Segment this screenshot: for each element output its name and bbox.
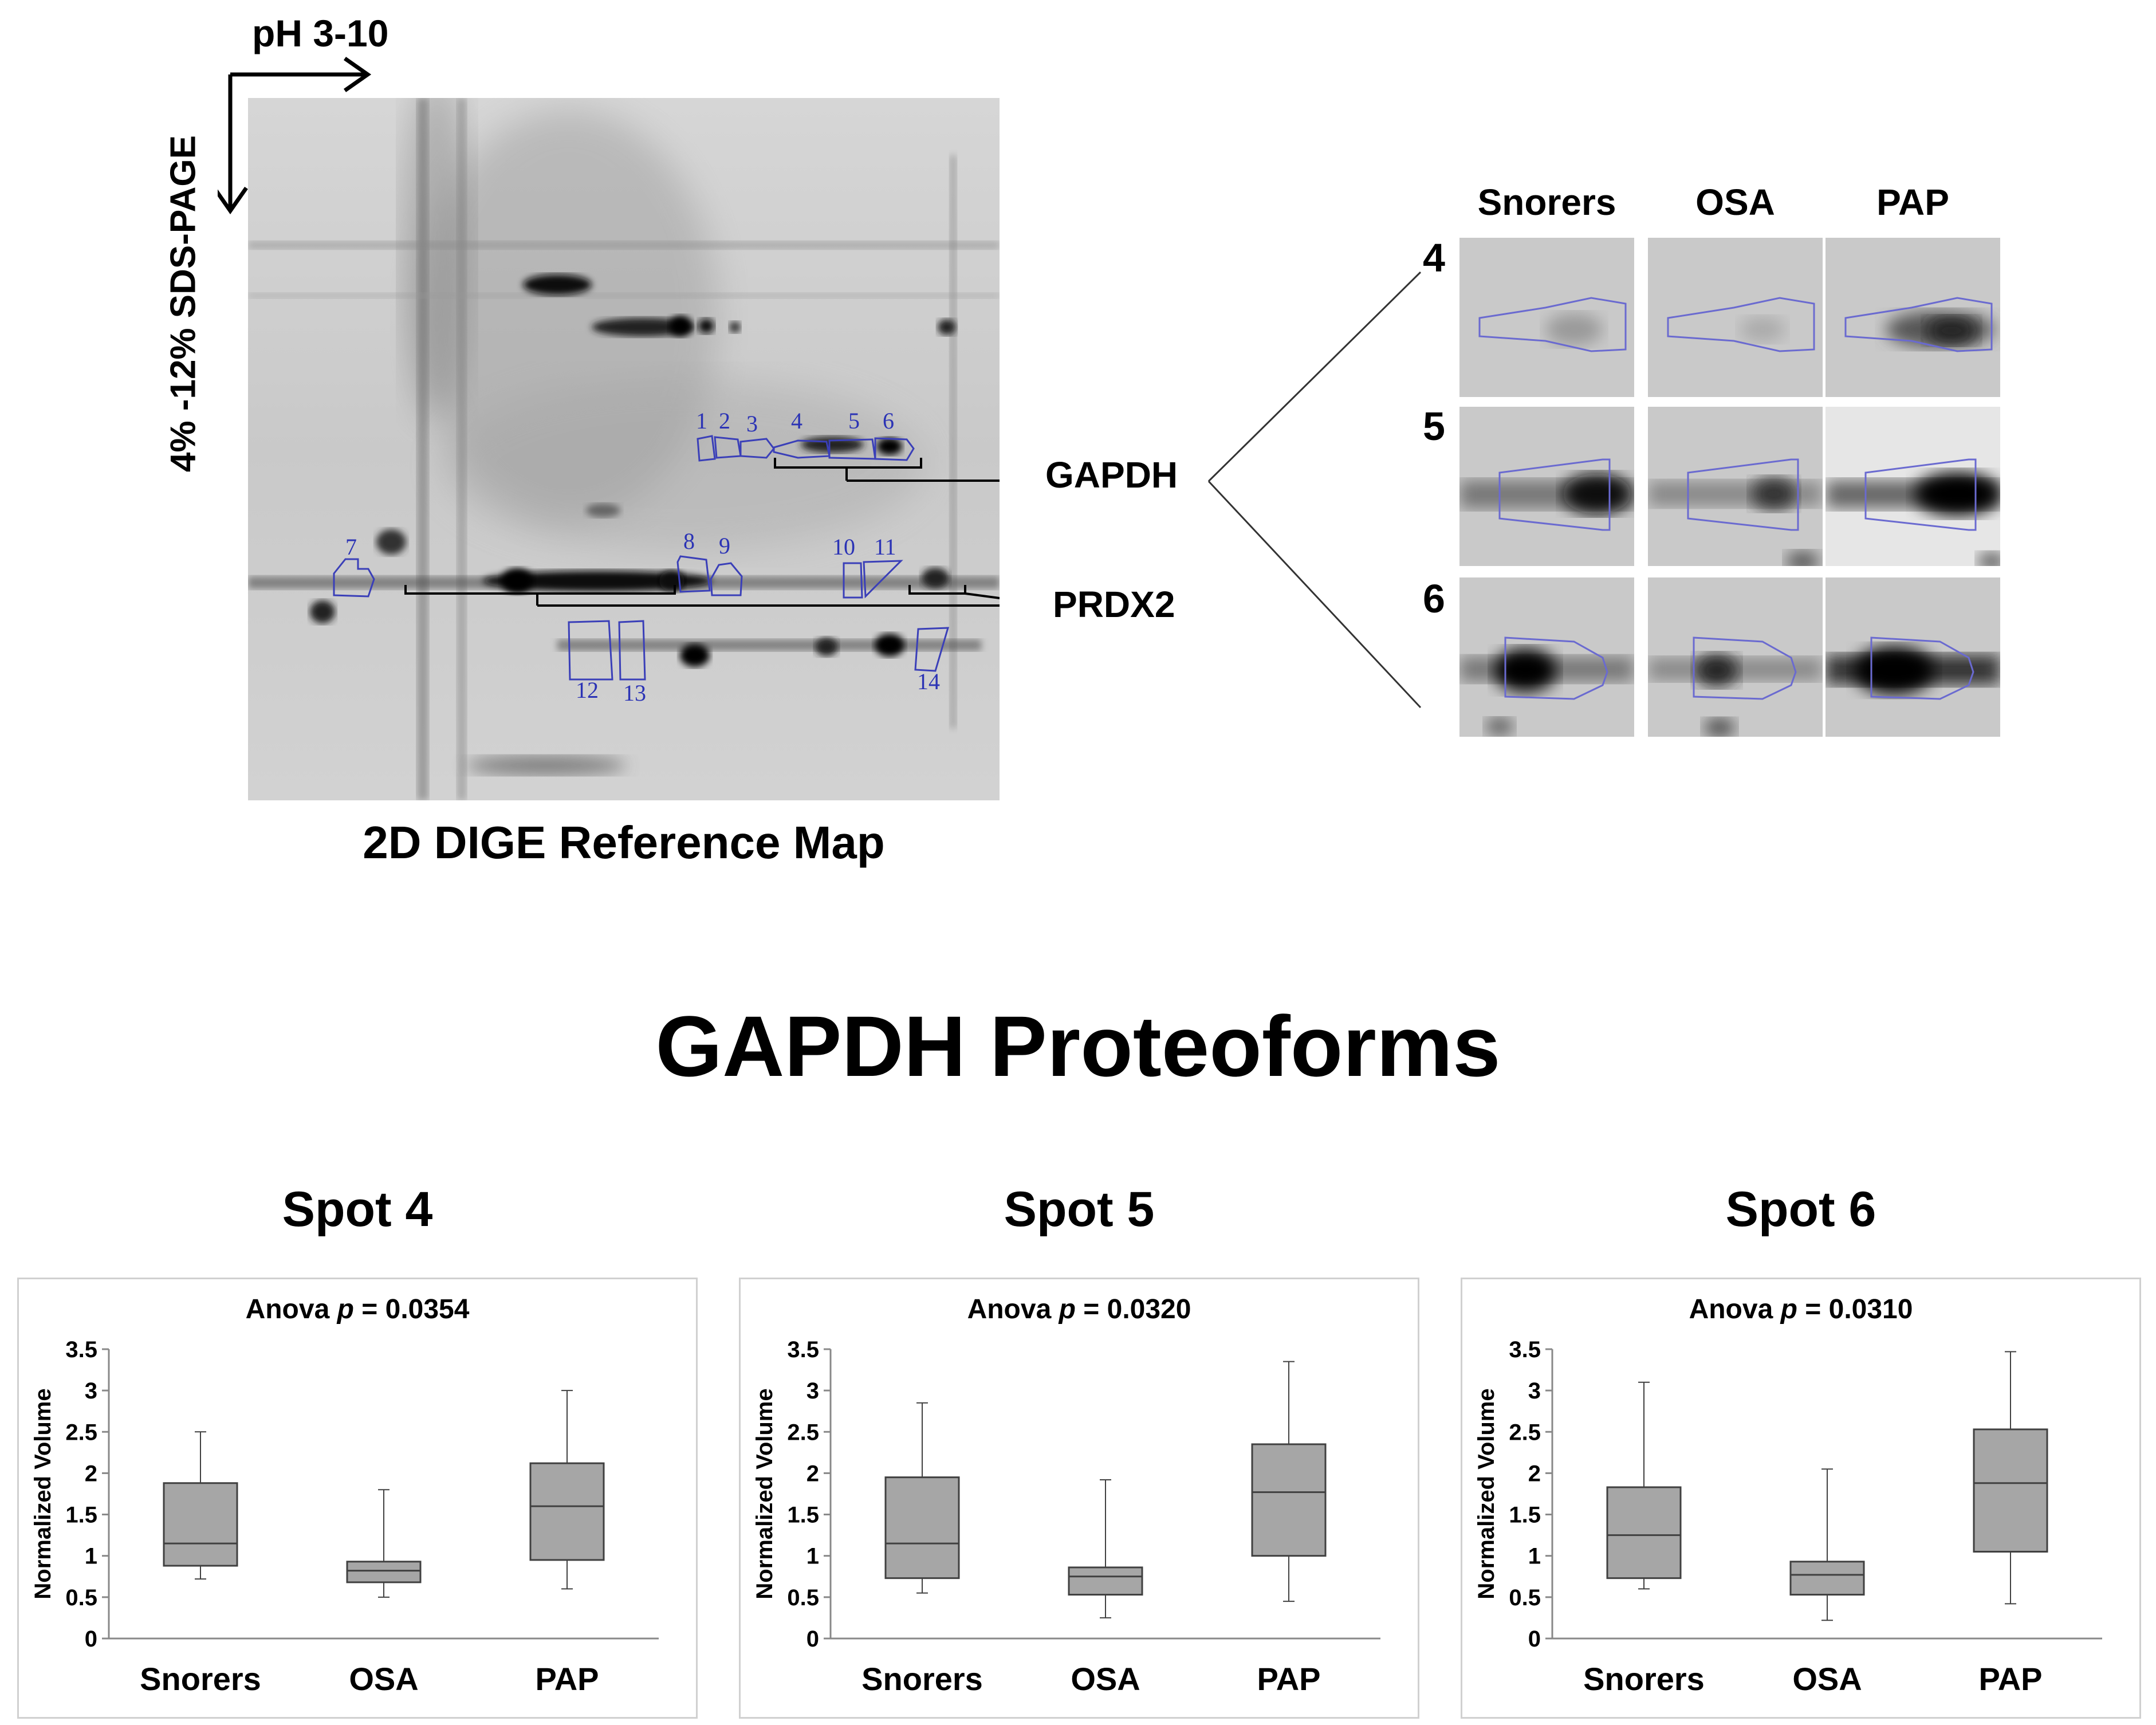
y-tick-label: 1 bbox=[1528, 1544, 1541, 1569]
y-tick-label: 1.5 bbox=[65, 1503, 97, 1528]
prdx2-label: PRDX2 bbox=[1053, 584, 1175, 625]
zoom-tile-6-osa bbox=[1648, 577, 1823, 737]
spot-label-12: 12 bbox=[576, 677, 599, 703]
x-tick-label: PAP bbox=[536, 1661, 599, 1697]
y-tick-label: 1 bbox=[806, 1544, 819, 1569]
y-axis-label: Normalized Volume bbox=[1474, 1388, 1499, 1599]
box-snorers bbox=[163, 1482, 238, 1567]
boxplot-spot6: Normalized Volume 0 0.5 1 1.5 2 2.5 3 3.5 Snorers… bbox=[1474, 1337, 2102, 1697]
y-tick-label: 0.5 bbox=[787, 1585, 819, 1610]
y-axis-label: Normalized Volume bbox=[30, 1388, 56, 1599]
spot-label-5: 5 bbox=[848, 408, 860, 434]
y-tick-label: 0.5 bbox=[1509, 1585, 1541, 1610]
y-tick-label: 2.5 bbox=[1509, 1420, 1541, 1445]
spot-outlines bbox=[333, 435, 950, 681]
spot-label-3: 3 bbox=[746, 411, 758, 437]
zoom-tile-6-pap bbox=[1825, 577, 2000, 737]
zoom-tile-5-pap bbox=[1825, 407, 2000, 566]
spot-label-11: 11 bbox=[874, 534, 896, 560]
spot-label-10: 10 bbox=[832, 534, 855, 560]
box-snorers bbox=[884, 1476, 960, 1579]
zoom-tile-4-snorers bbox=[1459, 238, 1634, 397]
y-tick-label: 0 bbox=[85, 1626, 97, 1652]
y-axis-label: Normalized Volume bbox=[752, 1388, 777, 1599]
x-tick-label: PAP bbox=[1979, 1661, 2043, 1697]
box-snorers bbox=[1606, 1486, 1682, 1579]
y-tick-label: 3 bbox=[1528, 1378, 1541, 1404]
y-tick-label: 3.5 bbox=[65, 1337, 97, 1362]
spot-label-13: 13 bbox=[623, 680, 646, 706]
y-tick-label: 2.5 bbox=[787, 1420, 819, 1445]
gel-image: 1 2 3 4 5 6 7 8 9 10 11 12 13 14 bbox=[248, 98, 1000, 800]
x-tick-label: PAP bbox=[1257, 1661, 1321, 1697]
spot-label-6: 6 bbox=[883, 408, 894, 434]
y-tick-label: 0 bbox=[806, 1626, 819, 1652]
zoom-col-snorers: Snorers bbox=[1477, 182, 1616, 223]
boxplot-spot4: Normalized Volume 0 0.5 1 1.5 2 2.5 3 3.5 Snorers… bbox=[30, 1337, 659, 1697]
main-title: GAPDH Proteoforms bbox=[655, 998, 1501, 1094]
chart-title-spot6: Spot 6 bbox=[1725, 1182, 1876, 1237]
spot-label-4: 4 bbox=[791, 408, 802, 434]
zoom-tile-4-pap bbox=[1825, 238, 2000, 397]
box-osa bbox=[346, 1561, 422, 1583]
anova-spot6: Anova p = 0.0310 bbox=[1689, 1294, 1913, 1325]
x-tick-label: OSA bbox=[1792, 1661, 1862, 1697]
y-tick-label: 3 bbox=[806, 1378, 819, 1404]
x-tick-label: OSA bbox=[1071, 1661, 1140, 1697]
sds-page-label: 4% -12% SDS-PAGE bbox=[163, 135, 203, 473]
anova-spot5: Anova p = 0.0320 bbox=[967, 1294, 1191, 1325]
zoom-tile-4-osa bbox=[1648, 238, 1823, 397]
y-tick-label: 0.5 bbox=[65, 1585, 97, 1610]
spot-label-1: 1 bbox=[696, 408, 707, 434]
chart-title-spot4: Spot 4 bbox=[282, 1182, 433, 1237]
y-tick-label: 3 bbox=[85, 1378, 97, 1404]
zoom-col-osa: OSA bbox=[1695, 182, 1775, 223]
zoom-row-5: 5 bbox=[1423, 404, 1445, 449]
y-tick-label: 2 bbox=[806, 1461, 819, 1486]
zoom-tile-5-snorers bbox=[1459, 407, 1634, 566]
gel-brackets bbox=[404, 458, 1000, 607]
x-tick-label: Snorers bbox=[861, 1661, 983, 1697]
zoom-connector bbox=[1207, 271, 1422, 709]
zoom-tile-6-snorers bbox=[1459, 577, 1634, 737]
spot-label-14: 14 bbox=[917, 669, 940, 694]
axis-arrows bbox=[218, 57, 372, 215]
y-tick-label: 1.5 bbox=[787, 1503, 819, 1528]
zoom-row-6: 6 bbox=[1423, 576, 1445, 621]
y-tick-label: 1 bbox=[85, 1544, 97, 1569]
y-tick-label: 3.5 bbox=[1509, 1337, 1541, 1362]
zoom-col-pap: PAP bbox=[1876, 182, 1949, 223]
boxplot-spot5: Normalized Volume 0 0.5 1 1.5 2 2.5 3 3.5 Snorers… bbox=[752, 1337, 1380, 1697]
y-tick-label: 2 bbox=[85, 1461, 97, 1486]
y-tick-label: 1.5 bbox=[1509, 1503, 1541, 1528]
y-tick-label: 3.5 bbox=[787, 1337, 819, 1362]
chart-title-spot5: Spot 5 bbox=[1004, 1182, 1155, 1237]
y-tick-label: 2 bbox=[1528, 1461, 1541, 1486]
spot-label-8: 8 bbox=[683, 528, 695, 554]
box-pap bbox=[1251, 1443, 1327, 1557]
spot-label-7: 7 bbox=[345, 534, 357, 560]
x-tick-label: OSA bbox=[349, 1661, 418, 1697]
x-tick-label: Snorers bbox=[1583, 1661, 1705, 1697]
zoom-tile-5-osa bbox=[1648, 407, 1823, 566]
box-osa bbox=[1789, 1561, 1865, 1596]
y-tick-label: 0 bbox=[1528, 1626, 1541, 1652]
box-osa bbox=[1068, 1566, 1143, 1596]
zoom-row-4: 4 bbox=[1423, 235, 1445, 280]
box-pap bbox=[1973, 1428, 2048, 1553]
anova-spot4: Anova p = 0.0354 bbox=[245, 1294, 470, 1325]
spot-label-2: 2 bbox=[719, 408, 730, 434]
box-pap bbox=[529, 1462, 605, 1561]
gel-caption: 2D DIGE Reference Map bbox=[363, 817, 885, 868]
ph-range-label: pH 3-10 bbox=[252, 12, 389, 54]
x-tick-label: Snorers bbox=[140, 1661, 261, 1697]
y-tick-label: 2.5 bbox=[65, 1420, 97, 1445]
gapdh-label: GAPDH bbox=[1045, 454, 1178, 496]
spot-label-9: 9 bbox=[719, 533, 730, 559]
